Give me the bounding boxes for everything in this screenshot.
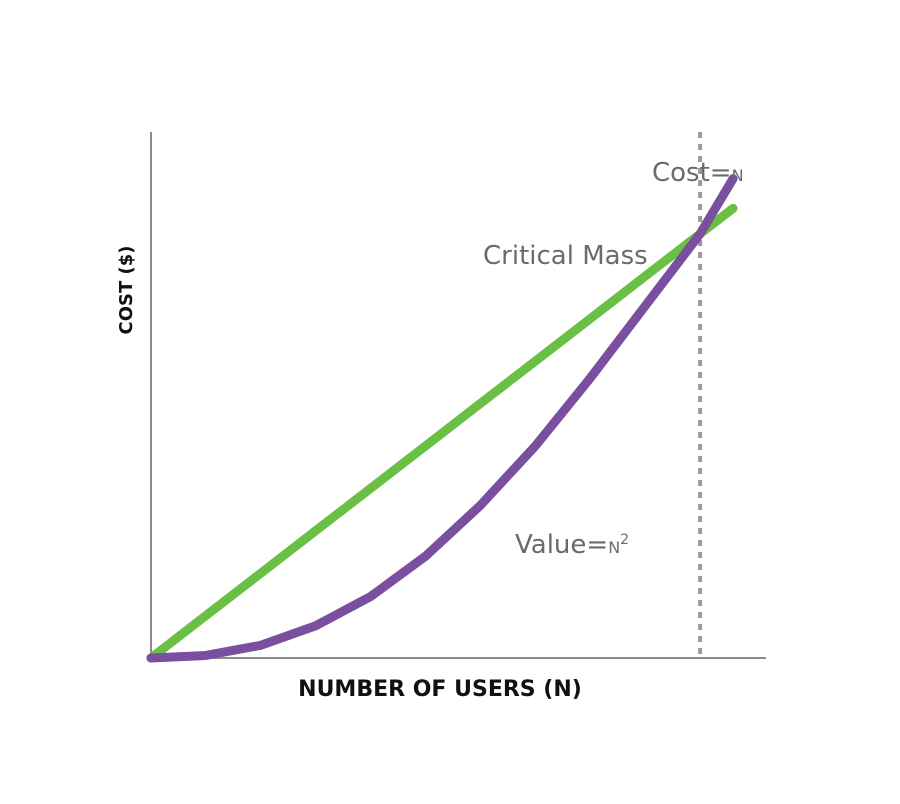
value-label-prefix: Value= bbox=[515, 530, 608, 560]
value-curve bbox=[146, 174, 738, 663]
cost-label-prefix: Cost= bbox=[652, 158, 732, 188]
x-axis-title: NUMBER OF USERS (N) bbox=[298, 677, 582, 702]
value-label-exponent: 2 bbox=[620, 532, 629, 548]
cost-line bbox=[146, 203, 738, 663]
value-label-symbol: N bbox=[608, 538, 620, 557]
cost-series-label: Cost=N bbox=[652, 158, 744, 188]
cost-label-symbol: N bbox=[732, 166, 744, 185]
value-series-label: Value=N2 bbox=[515, 530, 629, 560]
y-axis-title: COST ($) bbox=[116, 246, 137, 335]
plot-area bbox=[146, 132, 766, 663]
critical-mass-label: Critical Mass bbox=[483, 241, 648, 271]
